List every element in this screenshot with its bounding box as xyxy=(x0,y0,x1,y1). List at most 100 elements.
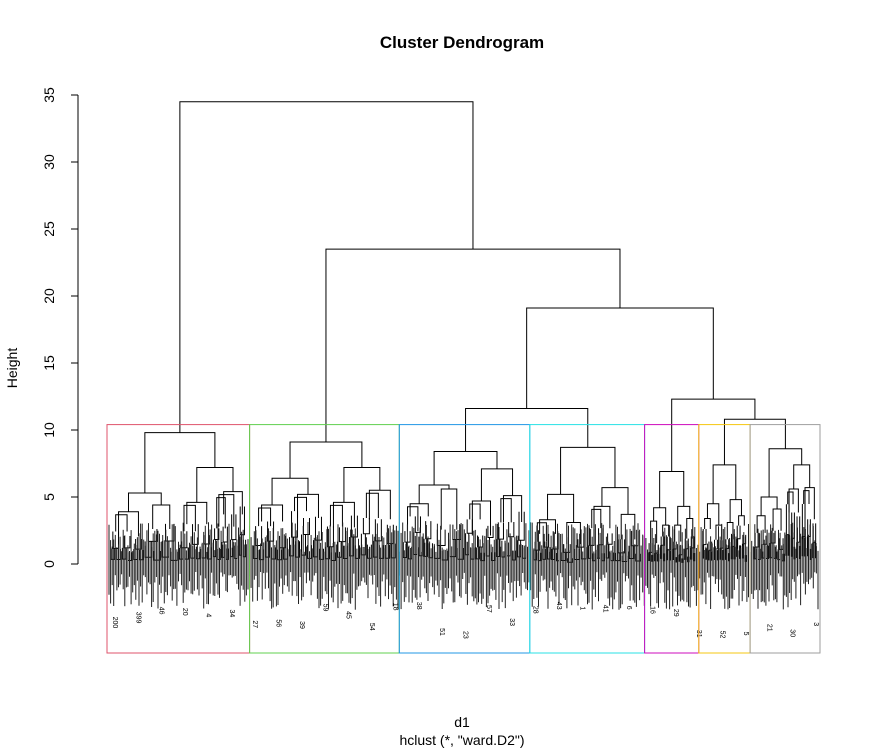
merge-branch xyxy=(214,528,220,540)
merge-branch xyxy=(414,516,421,533)
leaf-label: 28 xyxy=(532,606,539,614)
merge-branch xyxy=(770,530,776,544)
merge-branch xyxy=(218,494,235,527)
merge-branch xyxy=(768,448,803,497)
leaf-label: 27 xyxy=(251,620,258,628)
merge-branch xyxy=(135,539,142,550)
leaf-label: 52 xyxy=(719,631,726,639)
merge-branch xyxy=(712,464,737,504)
leaf-label: 54 xyxy=(368,623,375,631)
merge-branch xyxy=(729,499,742,523)
y-tick-label: 30 xyxy=(41,154,57,170)
leaf-label: 5 xyxy=(742,632,749,636)
merge-branch xyxy=(409,503,429,517)
merge-branch xyxy=(736,525,741,540)
leaf-label: 30 xyxy=(789,629,796,637)
merge-branch xyxy=(726,521,734,540)
merge-branch xyxy=(702,529,707,546)
merge-branch xyxy=(365,492,379,519)
leaf-label: 21 xyxy=(765,624,772,632)
merge-branch xyxy=(806,536,809,557)
chart-title: Cluster Dendrogram xyxy=(380,33,544,52)
x-axis-subtitle: hclust (*, "ward.D2") xyxy=(399,732,524,748)
merge-branch xyxy=(653,507,667,526)
leaf-label: 20 xyxy=(181,608,188,616)
merge-branch xyxy=(179,101,474,433)
merge-branch xyxy=(362,518,370,535)
merge-branch xyxy=(222,526,228,543)
merge-branch xyxy=(785,504,790,536)
merge-branch xyxy=(465,408,589,452)
merge-branch xyxy=(261,504,284,522)
merge-branch xyxy=(788,488,799,513)
merge-branch xyxy=(147,528,158,542)
merge-branch xyxy=(255,526,263,547)
merge-branch xyxy=(348,536,354,557)
merge-branch xyxy=(325,248,621,443)
merge-branch xyxy=(314,516,322,541)
leaf-label: 399 xyxy=(134,612,141,624)
leaf-label: 18 xyxy=(391,603,398,611)
cluster-rect xyxy=(249,424,400,654)
dendrogram-tree xyxy=(110,101,817,563)
merge-branch xyxy=(772,508,782,531)
merge-branch xyxy=(659,471,685,508)
merge-branch xyxy=(793,464,811,489)
merge-branch xyxy=(496,539,501,558)
merge-branch xyxy=(762,529,768,545)
leaf-label: 59 xyxy=(321,604,328,612)
merge-branch xyxy=(374,519,382,542)
merge-branch xyxy=(231,514,237,541)
merge-branch xyxy=(803,490,810,504)
leaf-label: 29 xyxy=(672,609,679,617)
merge-branch xyxy=(508,522,515,538)
merge-branch xyxy=(195,546,201,560)
merge-branch xyxy=(144,432,216,493)
merge-branch xyxy=(180,531,188,549)
merge-branch xyxy=(497,522,504,540)
merge-branch xyxy=(677,505,691,526)
merge-branch xyxy=(440,488,458,530)
merge-branch xyxy=(196,467,234,503)
merge-branch xyxy=(123,536,131,549)
merge-branch xyxy=(343,467,381,503)
merge-branch xyxy=(289,441,363,479)
merge-branch xyxy=(475,547,480,560)
y-axis: 0 5 10 15 20 25 30 35 xyxy=(41,87,79,568)
merge-branch xyxy=(671,398,756,472)
merge-branch xyxy=(704,517,711,530)
merge-branch xyxy=(294,496,307,512)
merge-branch xyxy=(418,484,450,504)
merge-branch xyxy=(601,487,629,515)
merge-branch xyxy=(725,539,730,550)
leaf-label: 38 xyxy=(415,602,422,610)
merge-branch xyxy=(433,450,498,485)
leaf-label: 46 xyxy=(158,607,165,615)
merge-branch xyxy=(291,511,299,538)
merge-branch xyxy=(574,549,580,561)
y-tick-label: 15 xyxy=(41,355,57,371)
y-tick-label: 35 xyxy=(41,87,57,103)
merge-branch xyxy=(487,525,494,538)
leaf-label: 1 xyxy=(578,606,585,610)
merge-branch xyxy=(152,504,171,529)
merge-branch xyxy=(258,507,272,527)
leaf-label: 56 xyxy=(275,619,282,627)
merge-branch xyxy=(787,491,794,505)
leaf-block xyxy=(108,522,819,610)
leaf-label: 16 xyxy=(648,606,655,614)
merge-branch xyxy=(423,538,428,557)
y-tick-label: 0 xyxy=(41,560,57,568)
merge-branch xyxy=(118,511,139,537)
merge-branch xyxy=(591,508,602,529)
merge-branch xyxy=(271,477,309,506)
leaf-label: 43 xyxy=(555,602,562,610)
merge-branch xyxy=(804,487,815,520)
merge-branch xyxy=(760,496,778,516)
merge-branch xyxy=(754,532,760,548)
merge-branch xyxy=(192,524,199,545)
merge-branch xyxy=(303,517,310,536)
merge-branch xyxy=(607,533,613,545)
